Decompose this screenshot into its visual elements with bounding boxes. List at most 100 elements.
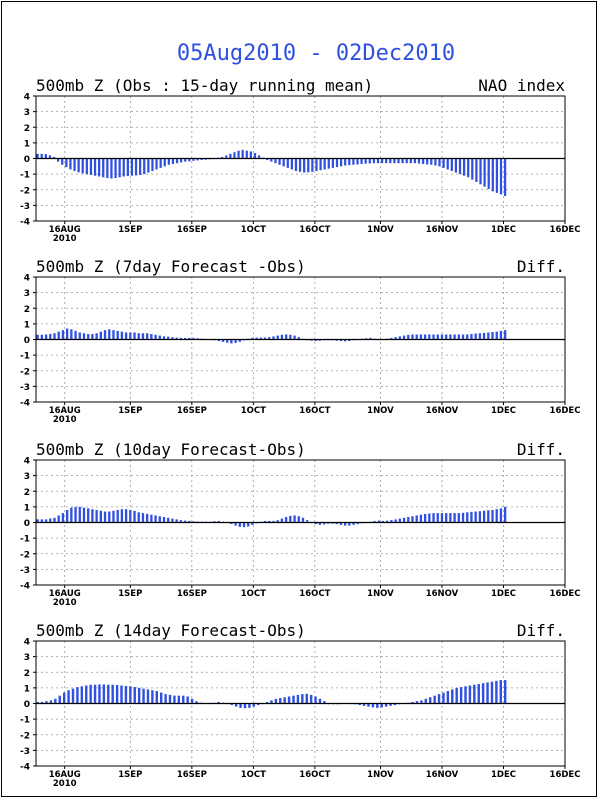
panel-4-bar <box>190 698 194 704</box>
panel-2-xtick-label: 1DEC <box>491 406 516 416</box>
panel-1-bar <box>331 158 335 168</box>
panel-4-ytick-label: -4 <box>20 763 30 773</box>
panel-3-bar <box>87 508 90 523</box>
panel-2-bar <box>466 334 469 340</box>
panel-4-bar <box>473 684 476 704</box>
panel-2-bar <box>440 334 444 340</box>
panel-4-ytick-label: 1 <box>24 684 30 694</box>
panel-2-bar <box>116 330 119 340</box>
panel-1-bar <box>110 158 113 179</box>
panel-2-bar <box>53 333 56 340</box>
panel-3-xtick-label: 16OCT <box>299 589 330 599</box>
panel-2-bar <box>478 333 482 340</box>
panel-1-bar <box>266 158 269 161</box>
panel-1-bar <box>61 158 64 165</box>
panel-2-bar <box>44 334 48 340</box>
panel-1-bar <box>106 158 109 179</box>
panel-2-bar <box>230 339 233 344</box>
panel-1-bar <box>426 158 429 165</box>
panel-1-bar <box>155 158 158 170</box>
panel-2-bar <box>141 333 145 340</box>
panel-2-ytick-label: -4 <box>20 399 30 409</box>
panel-3-bar <box>415 515 418 523</box>
panel-3-bar <box>238 522 241 527</box>
panel-1-bar <box>401 158 404 164</box>
panel-4-xtick-label: 1SEP <box>118 770 142 780</box>
panel-3-bar <box>230 522 233 525</box>
panel-2-bar <box>394 337 397 340</box>
panel-2-bar <box>318 339 321 341</box>
panel-2-bar <box>487 332 490 340</box>
panel-1-bar <box>442 158 445 168</box>
panel-4-bar <box>389 703 392 706</box>
panel-2-bar <box>436 334 439 340</box>
panel-2-bar <box>457 334 460 340</box>
panel-4-bar <box>437 694 441 704</box>
panel-2-bar <box>78 332 81 340</box>
panel-3-bar <box>234 522 237 526</box>
panel-1-bar <box>159 158 162 168</box>
panel-1-bar <box>257 155 261 159</box>
panel-1-bar <box>85 158 88 175</box>
panel-1-bar <box>139 158 142 175</box>
panel-3-bar <box>276 520 279 523</box>
panel-1-bar <box>327 158 330 169</box>
panel-1-bar <box>184 158 187 162</box>
panel-2-bar <box>99 331 102 340</box>
panel-2-bar <box>95 333 98 340</box>
panel-4-bar <box>36 701 39 704</box>
panel-2-bar <box>415 334 418 340</box>
panel-4-bar <box>186 696 189 704</box>
panel-2-bar <box>503 330 507 340</box>
panel-4-bar <box>168 694 172 704</box>
panel-1-bar <box>290 158 294 170</box>
panel-1-bar <box>348 158 351 166</box>
panel-4-bar <box>490 681 494 704</box>
panel-4-xtick-label: 16NOV <box>426 770 459 780</box>
panel-3-bar <box>154 515 157 523</box>
panel-3-bar <box>381 520 385 523</box>
panel-2-bar <box>103 330 107 340</box>
panel-4-bar <box>137 687 141 704</box>
panel-2-bar <box>255 337 258 340</box>
panel-4-ytick-label: 4 <box>24 638 30 648</box>
panel-2-bar <box>179 337 183 340</box>
panel-3-bar <box>377 520 380 523</box>
panel-3-bar <box>124 509 128 523</box>
panel-3-xtick-year: 2010 <box>53 598 77 608</box>
panel-1-bar <box>282 158 285 167</box>
panel-4-bar <box>120 685 123 704</box>
panel-1-bar <box>93 158 97 176</box>
panel-2-bar <box>495 331 498 340</box>
panel-2-bar <box>407 334 410 340</box>
panel-3-bar <box>263 520 267 523</box>
panel-4-bar <box>495 680 498 704</box>
panel-1-bar <box>483 158 486 187</box>
panel-3-bar <box>82 507 86 523</box>
panel-4-bar <box>301 694 304 704</box>
panel-4-bar <box>362 703 366 706</box>
panel-1-bar <box>303 158 306 173</box>
main-title: 05Aug2010 - 02Dec2010 <box>177 41 455 66</box>
panel-4-bar <box>292 695 295 704</box>
panel-2-bar <box>297 337 300 340</box>
panel-4-bar <box>270 700 273 704</box>
panel-3-bar <box>474 511 477 523</box>
panel-4-bar <box>371 703 375 708</box>
panel-4-bar <box>45 701 48 704</box>
panel-3-bar <box>318 522 321 525</box>
panel-1-bar <box>196 158 199 161</box>
panel-2-bar <box>390 337 393 340</box>
panel-1-bar <box>454 158 458 173</box>
panel-3-bar <box>356 522 359 525</box>
panel-3-bar <box>65 510 69 523</box>
panel-4-bar <box>173 695 176 704</box>
panel-3-xtick-label: 16SEP <box>177 589 207 599</box>
panel-3-bar <box>112 510 115 523</box>
panel-3-bar <box>108 511 111 523</box>
panel-4-xtick-label: 1OCT <box>241 770 266 780</box>
panel-3-bar <box>373 520 376 523</box>
panel-3-xtick-label: 1OCT <box>241 589 266 599</box>
panel-2-bar <box>196 338 199 340</box>
panel-1-bar <box>81 158 84 174</box>
